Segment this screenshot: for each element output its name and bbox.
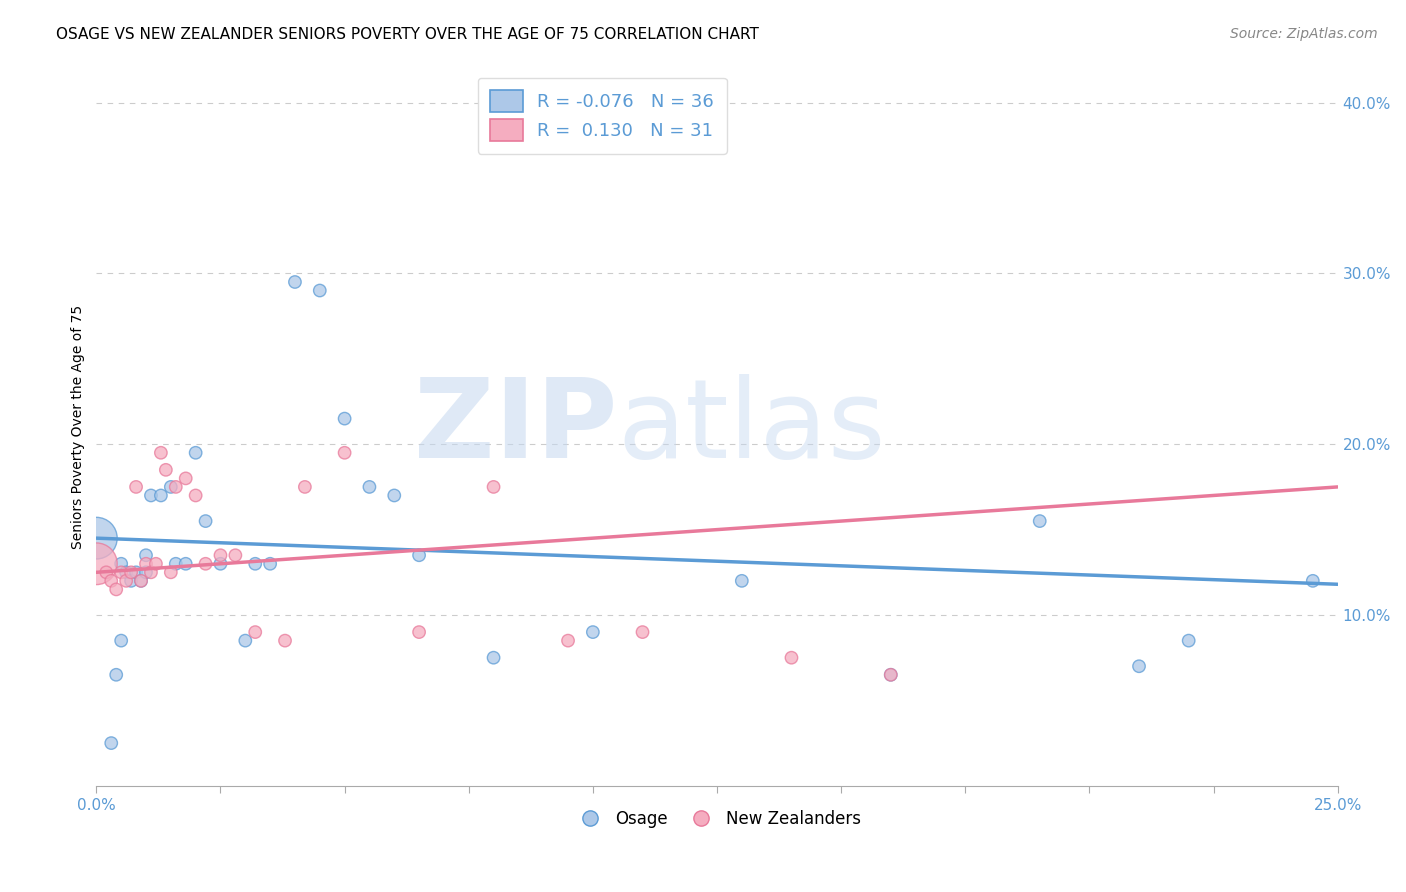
- Point: [245, 625, 267, 640]
- Point: [149, 488, 172, 502]
- Point: [582, 625, 605, 640]
- Point: [110, 633, 132, 648]
- Point: [115, 574, 138, 588]
- Point: [86, 557, 108, 571]
- Point: [880, 667, 903, 681]
- Y-axis label: Seniors Poverty Over the Age of 75: Seniors Poverty Over the Age of 75: [72, 305, 86, 549]
- Point: [557, 633, 579, 648]
- Point: [731, 574, 754, 588]
- Point: [482, 650, 505, 665]
- Point: [110, 557, 132, 571]
- Point: [209, 557, 232, 571]
- Point: [155, 463, 177, 477]
- Point: [149, 446, 172, 460]
- Point: [145, 557, 167, 571]
- Point: [482, 480, 505, 494]
- Point: [129, 574, 152, 588]
- Point: [1302, 574, 1324, 588]
- Point: [125, 566, 148, 580]
- Point: [245, 557, 267, 571]
- Point: [194, 514, 217, 528]
- Point: [100, 736, 122, 750]
- Point: [120, 566, 142, 580]
- Point: [105, 582, 128, 597]
- Text: Source: ZipAtlas.com: Source: ZipAtlas.com: [1230, 27, 1378, 41]
- Point: [125, 480, 148, 494]
- Point: [224, 548, 246, 562]
- Point: [1028, 514, 1050, 528]
- Point: [359, 480, 381, 494]
- Point: [135, 557, 157, 571]
- Point: [333, 411, 356, 425]
- Point: [780, 650, 803, 665]
- Point: [233, 633, 256, 648]
- Point: [159, 566, 181, 580]
- Point: [209, 548, 232, 562]
- Legend: Osage, New Zealanders: Osage, New Zealanders: [567, 804, 868, 835]
- Point: [110, 566, 132, 580]
- Point: [159, 480, 181, 494]
- Point: [100, 574, 122, 588]
- Point: [165, 480, 187, 494]
- Point: [184, 488, 207, 502]
- Point: [408, 548, 430, 562]
- Point: [880, 667, 903, 681]
- Point: [174, 471, 197, 485]
- Point: [284, 275, 307, 289]
- Text: OSAGE VS NEW ZEALANDER SENIORS POVERTY OVER THE AGE OF 75 CORRELATION CHART: OSAGE VS NEW ZEALANDER SENIORS POVERTY O…: [56, 27, 759, 42]
- Point: [174, 557, 197, 571]
- Point: [96, 566, 118, 580]
- Point: [135, 548, 157, 562]
- Point: [120, 574, 142, 588]
- Point: [1177, 633, 1199, 648]
- Point: [105, 667, 128, 681]
- Point: [259, 557, 281, 571]
- Point: [194, 557, 217, 571]
- Point: [129, 574, 152, 588]
- Point: [86, 531, 108, 545]
- Point: [631, 625, 654, 640]
- Point: [333, 446, 356, 460]
- Text: ZIP: ZIP: [415, 374, 617, 481]
- Point: [115, 566, 138, 580]
- Point: [382, 488, 405, 502]
- Point: [308, 284, 330, 298]
- Text: atlas: atlas: [617, 374, 886, 481]
- Point: [139, 488, 162, 502]
- Point: [184, 446, 207, 460]
- Point: [274, 633, 297, 648]
- Point: [1128, 659, 1150, 673]
- Point: [408, 625, 430, 640]
- Point: [294, 480, 316, 494]
- Point: [165, 557, 187, 571]
- Point: [139, 566, 162, 580]
- Point: [135, 566, 157, 580]
